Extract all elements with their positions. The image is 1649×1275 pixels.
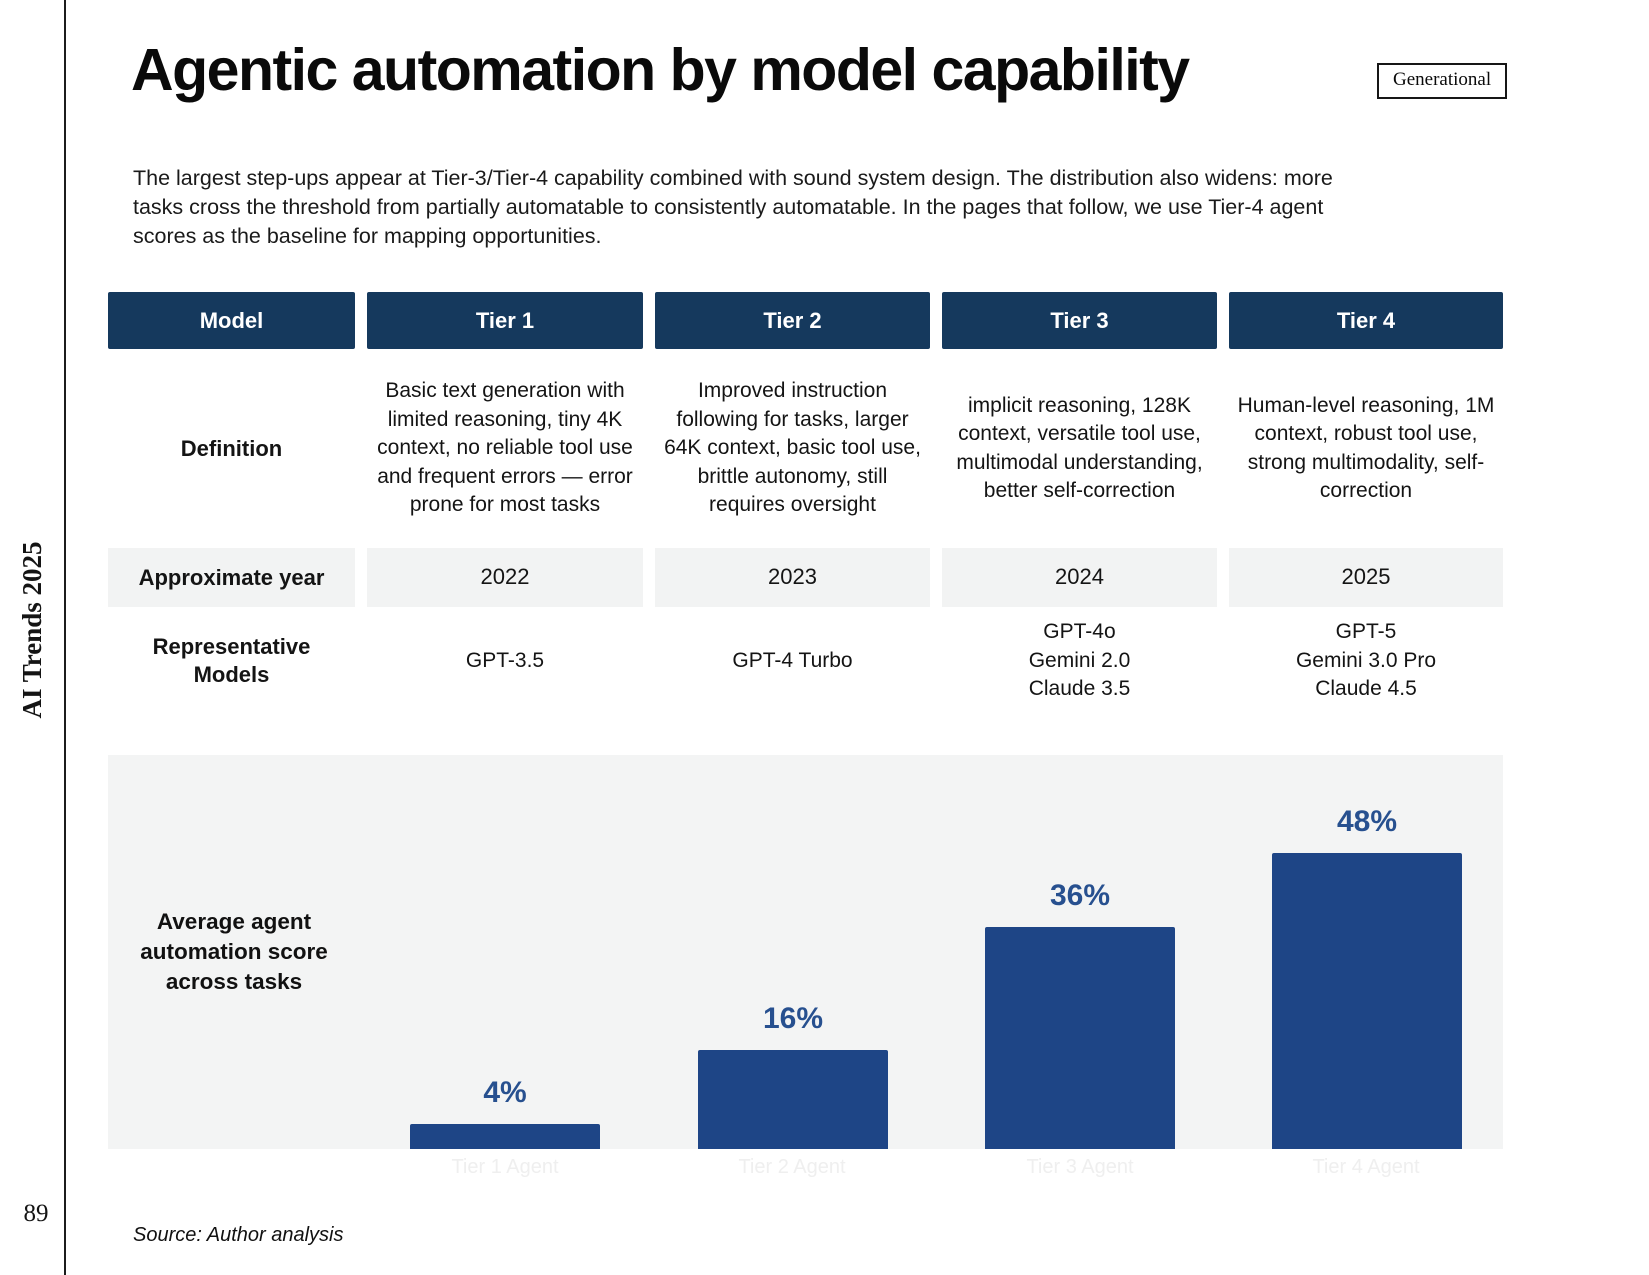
column-header-tier3: Tier 3 <box>942 292 1217 349</box>
models-tier2: GPT-4 Turbo <box>732 648 853 672</box>
year-tier4: 2025 <box>1229 548 1503 607</box>
definition-tier3: implicit reasoning, 128K context, versat… <box>956 393 1203 503</box>
bar-category-tier2: Tier 2 Agent <box>738 1156 846 1178</box>
bar-value-label: 16% <box>762 1002 824 1035</box>
column-header-tier1: Tier 1 <box>367 292 643 349</box>
chart-row-label: Average agent automation score across ta… <box>140 909 328 994</box>
bar-value-label: 48% <box>1336 805 1398 838</box>
intro-paragraph: The largest step-ups appear at Tier-3/Ti… <box>133 166 1333 248</box>
models-tier4: GPT-5 Gemini 3.0 Pro Claude 4.5 <box>1295 620 1437 701</box>
models-tier3: GPT-4o Gemini 2.0 Claude 3.5 <box>1028 620 1131 701</box>
bar-group-tier3: 36% <box>985 755 1175 1149</box>
year-tier1: 2022 <box>367 548 643 607</box>
bar-value-label: 4% <box>483 1076 527 1109</box>
definition-tier4: Human-level reasoning, 1M context, robus… <box>1237 393 1495 503</box>
row-label-definition: Definition <box>180 435 283 461</box>
bar-value-label: 36% <box>1049 879 1111 912</box>
definition-tier2: Improved instruction following for tasks… <box>664 379 921 517</box>
bar-tier4 <box>1272 853 1462 1149</box>
bar-group-tier2: 16% <box>698 755 888 1149</box>
page-number: 89 <box>23 1200 49 1227</box>
left-border-line <box>64 0 66 1275</box>
source-note: Source: Author analysis <box>133 1224 344 1246</box>
row-label-year: Approximate year <box>108 548 355 607</box>
year-tier3: 2024 <box>942 548 1217 607</box>
models-tier1: GPT-3.5 <box>465 648 545 672</box>
bar-category-tier3: Tier 3 Agent <box>1026 1156 1134 1178</box>
year-tier2: 2023 <box>655 548 930 607</box>
generational-badge: Generational <box>1377 63 1508 99</box>
sidebar-vertical-title: AI Trends 2025 <box>17 541 47 719</box>
capability-table: Model Tier 1 Tier 2 Tier 3 Tier 4 Defini… <box>108 292 1503 715</box>
definition-tier1: Basic text generation with limited reaso… <box>377 379 633 517</box>
automation-score-chart: Average agent automation score across ta… <box>108 755 1503 1149</box>
bar-category-tier1: Tier 1 Agent <box>451 1156 559 1178</box>
bar-group-tier1: 4% <box>410 755 600 1149</box>
column-header-tier4: Tier 4 <box>1229 292 1503 349</box>
column-header-tier2: Tier 2 <box>655 292 930 349</box>
bar-tier3 <box>985 927 1175 1149</box>
column-header-model: Model <box>108 292 355 349</box>
row-label-models: Representative Models <box>152 634 311 687</box>
bar-tier1 <box>410 1124 600 1149</box>
page-title: Agentic automation by model capability <box>131 37 1190 103</box>
bar-group-tier4: 48% <box>1272 755 1462 1149</box>
bar-tier2 <box>698 1050 888 1149</box>
bar-category-tier4: Tier 4 Agent <box>1312 1156 1420 1178</box>
